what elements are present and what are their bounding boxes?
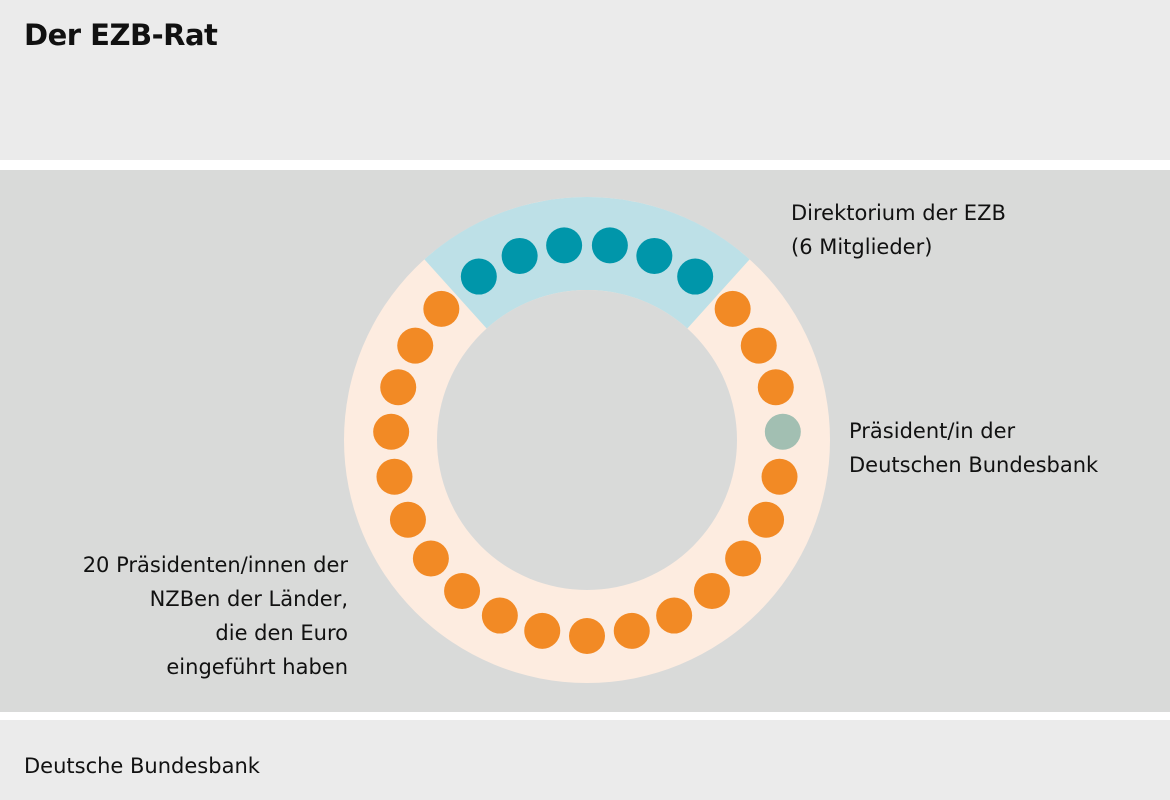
ncb-president-dot	[757, 369, 794, 406]
ncb-president-dot	[569, 618, 605, 654]
directorate-label: Direktorium der EZB (6 Mitglieder)	[791, 196, 1006, 264]
ncb-president-dot	[373, 413, 410, 450]
bundesbank-president-label: Präsident/in der Deutschen Bundesbank	[849, 414, 1098, 482]
ncb-presidents-label-line: die den Euro	[215, 621, 348, 645]
ncb-president-dot	[380, 369, 417, 406]
bundesbank-president-label-line: Deutschen Bundesbank	[849, 453, 1099, 477]
ncb-president-dot	[412, 540, 449, 577]
directorate-member-dot	[591, 227, 628, 264]
ncb-president-dot	[524, 612, 561, 649]
diagram-area: Direktorium der EZB (6 Mitglieder) Präsi…	[0, 170, 1170, 712]
directorate-member-dot	[677, 258, 714, 295]
ncb-presidents-label: 20 Präsidenten/innen der NZBen der Lände…	[83, 548, 348, 684]
ncb-president-dot	[693, 573, 730, 610]
ncb-president-dot	[397, 327, 434, 364]
directorate-member-dot	[460, 258, 497, 295]
directorate-label-line: (6 Mitglieder)	[791, 235, 933, 259]
ncb-president-dot	[376, 458, 413, 495]
directorate-label-line: Direktorium der EZB	[791, 201, 1006, 225]
ncb-president-dot	[423, 290, 460, 327]
ncb-president-dot	[714, 290, 751, 327]
ncb-president-dot	[761, 458, 798, 495]
ncb-president-dot	[444, 573, 481, 610]
ncb-president-dot	[481, 597, 518, 634]
ncb-presidents-label-line: eingeführt haben	[166, 655, 348, 679]
page-title: Der EZB-Rat	[24, 18, 218, 52]
directorate-member-dot	[546, 227, 583, 264]
directorate-member-dot	[501, 237, 538, 274]
source-label: Deutsche Bundesbank	[24, 754, 260, 778]
ncb-president-dot	[613, 612, 650, 649]
ncb-presidents-label-line: NZBen der Länder,	[149, 587, 348, 611]
header: Der EZB-Rat	[0, 0, 1170, 160]
ncb-president-dot	[725, 540, 762, 577]
ncb-president-dot	[389, 501, 426, 538]
ncb-president-dot	[748, 501, 785, 538]
inner-circle	[437, 290, 737, 590]
bundesbank-president-label-line: Präsident/in der	[849, 419, 1016, 443]
ncb-presidents-label-line: 20 Präsidenten/innen der	[82, 553, 348, 577]
directorate-member-dot	[636, 237, 673, 274]
council-ring-diagram	[344, 196, 830, 683]
ncb-president-dot	[740, 327, 777, 364]
directorate-segment	[424, 196, 750, 329]
ncb-president-dot	[656, 597, 693, 634]
bundesbank-president-dot	[764, 413, 801, 450]
footer: Deutsche Bundesbank	[0, 720, 1170, 800]
